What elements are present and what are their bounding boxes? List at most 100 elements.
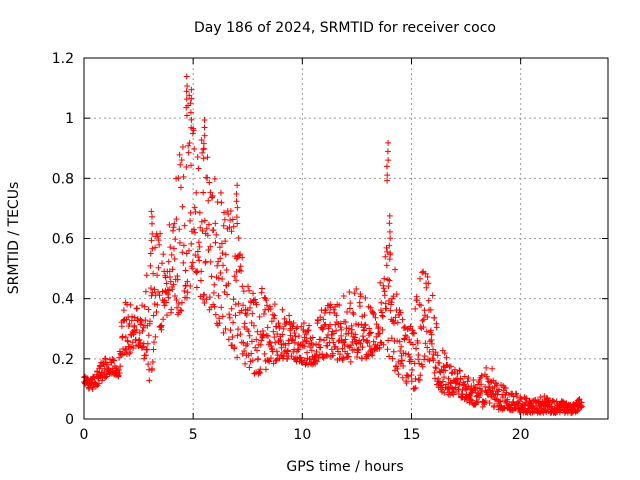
data-point (383, 163, 390, 170)
data-point (207, 258, 214, 265)
data-point (179, 203, 186, 210)
data-point (378, 299, 385, 306)
data-point (340, 354, 347, 361)
data-point (394, 337, 401, 344)
data-point (94, 368, 101, 375)
data-point (218, 240, 225, 247)
data-point (195, 254, 202, 261)
data-point (229, 334, 236, 341)
data-point (202, 259, 209, 266)
data-point (200, 155, 207, 162)
data-point (133, 326, 140, 333)
data-point (392, 314, 399, 321)
data-point (199, 227, 206, 234)
plot-frame (83, 57, 609, 420)
data-point (210, 289, 217, 296)
data-point (188, 95, 195, 102)
data-point (289, 336, 296, 343)
data-point (465, 374, 472, 381)
data-point (396, 338, 403, 345)
data-point (187, 282, 194, 289)
data-point (187, 100, 194, 107)
data-point (422, 270, 429, 277)
data-point (305, 327, 312, 334)
data-point (425, 297, 432, 304)
data-point (144, 340, 151, 347)
data-point (215, 258, 222, 265)
data-point (428, 336, 435, 343)
data-point (159, 288, 166, 295)
data-point (448, 390, 455, 397)
data-point (203, 225, 210, 232)
data-point (258, 285, 265, 292)
data-point (320, 316, 327, 323)
data-point (203, 296, 210, 303)
data-point (370, 338, 377, 345)
data-point (448, 370, 455, 377)
data-point (232, 312, 239, 319)
data-point (147, 250, 154, 257)
data-point (257, 366, 264, 373)
data-point (496, 386, 503, 393)
data-point (219, 276, 226, 283)
data-point (154, 272, 161, 279)
data-point (235, 326, 242, 333)
data-point (414, 297, 421, 304)
data-point (181, 222, 188, 229)
data-point (430, 357, 437, 364)
data-point (196, 209, 203, 216)
data-point (167, 244, 174, 251)
data-point (360, 336, 367, 343)
data-point (335, 338, 342, 345)
data-point (165, 294, 172, 301)
data-point (356, 303, 363, 310)
data-point (290, 319, 297, 326)
data-point (149, 213, 156, 220)
data-point (380, 282, 387, 289)
data-point (424, 344, 431, 351)
data-point (385, 283, 392, 290)
data-point (232, 301, 239, 308)
data-point (207, 243, 214, 250)
data-point (220, 262, 227, 269)
y-tick-label: 1 (65, 111, 74, 127)
data-point (426, 348, 433, 355)
data-point (146, 377, 153, 384)
data-point (397, 348, 404, 355)
data-point (271, 312, 278, 319)
data-point (403, 379, 410, 386)
data-point (409, 366, 416, 373)
data-point (543, 394, 550, 401)
data-point (404, 326, 411, 333)
data-point (478, 373, 485, 380)
data-point (179, 249, 186, 256)
data-point (209, 192, 216, 199)
data-point (499, 391, 506, 398)
data-point (220, 329, 227, 336)
data-point (554, 408, 561, 415)
data-point (338, 326, 345, 333)
data-point (228, 305, 235, 312)
data-point (433, 365, 440, 372)
data-point (187, 209, 194, 216)
data-point (152, 333, 159, 340)
x-tick-label: 15 (403, 427, 421, 443)
data-point (393, 291, 400, 298)
data-point (234, 204, 241, 211)
data-point (233, 214, 240, 221)
data-point (384, 248, 391, 255)
data-point (308, 347, 315, 354)
data-point (184, 278, 191, 285)
data-point (137, 339, 144, 346)
data-point (208, 273, 215, 280)
data-point (270, 328, 277, 335)
y-tick-label: 0.8 (52, 171, 74, 187)
data-point (151, 286, 158, 293)
data-point (284, 347, 291, 354)
data-point (405, 351, 412, 358)
data-point (385, 139, 392, 146)
data-point (274, 331, 281, 338)
data-point (426, 357, 433, 364)
data-point (145, 361, 152, 368)
data-point (417, 302, 424, 309)
